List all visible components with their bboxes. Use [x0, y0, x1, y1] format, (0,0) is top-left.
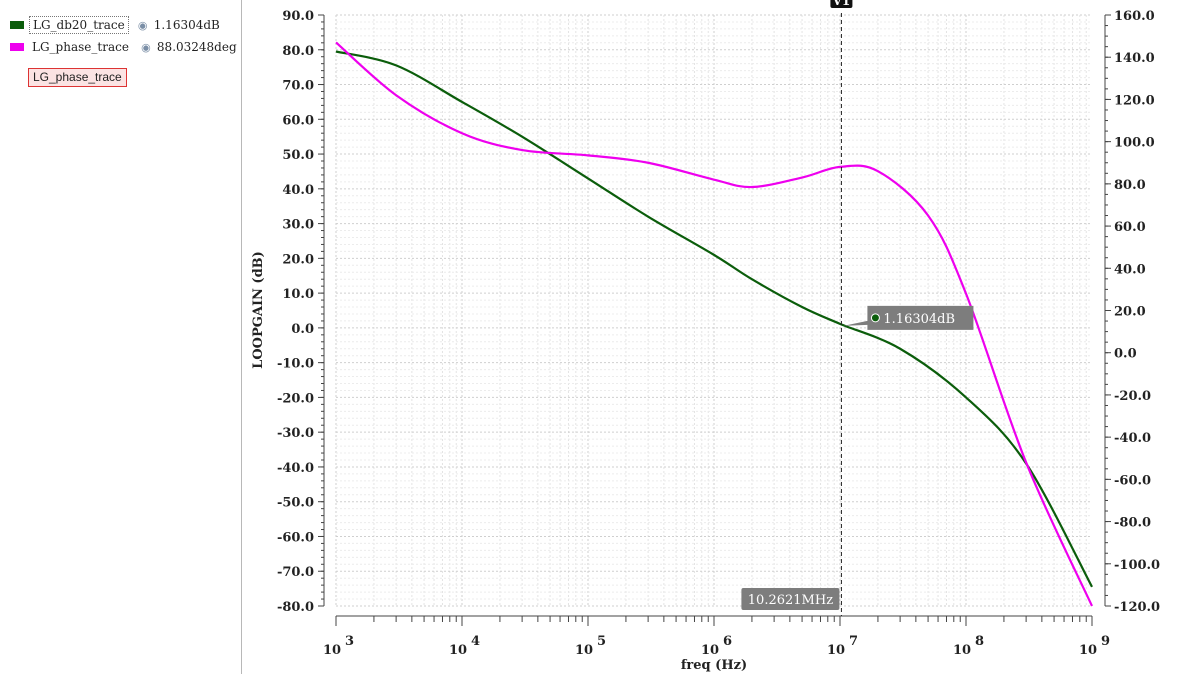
eye-icon[interactable]: ◉: [141, 40, 151, 54]
series-line-phase: [335, 41, 1093, 607]
legend-item-phase[interactable]: LG_phase_trace ◉ 88.03248deg: [0, 37, 237, 57]
right-tick-label: -120.0: [1114, 600, 1160, 615]
series-line-db20: [335, 50, 1093, 588]
db20-trace-value: 1.16304dB: [153, 18, 220, 32]
right-tick-label: 80.0: [1114, 178, 1146, 193]
x-tick-label: 10: [701, 643, 719, 658]
x-tick-exponent: 6: [723, 634, 732, 649]
right-tick-label: 60.0: [1114, 220, 1146, 235]
x-tick-exponent: 7: [849, 634, 858, 649]
left-tick-label: -20.0: [277, 391, 314, 406]
phase-trace-value: 88.03248deg: [156, 40, 237, 54]
db20-trace-name[interactable]: LG_db20_trace: [29, 16, 129, 34]
left-tick-label: 40.0: [282, 183, 314, 198]
cursor-y-readout: 1.16304dB: [883, 312, 955, 327]
cursor-point-marker: [870, 313, 880, 323]
left-tick-label: -30.0: [277, 426, 314, 441]
right-tick-label: 40.0: [1114, 262, 1146, 277]
right-tick-label: -60.0: [1114, 473, 1151, 488]
x-tick-exponent: 8: [975, 634, 984, 649]
left-tick-label: 10.0: [282, 287, 314, 302]
x-tick-label: 10: [449, 643, 467, 658]
eye-icon[interactable]: ◉: [137, 18, 148, 32]
cursor-x-readout-box: [741, 588, 840, 610]
left-tick-label: 50.0: [282, 148, 314, 163]
series-layer: [335, 41, 1093, 607]
left-tick-label: 20.0: [282, 252, 314, 267]
phase-color-swatch: [10, 43, 24, 51]
legend-panel: LG_db20_trace ◉ 1.16304dB LG_phase_trace…: [0, 0, 242, 674]
y-axis-title-left: LOOPGAIN (dB): [251, 251, 266, 369]
cursor-x-readout: 10.2621MHz: [748, 593, 833, 608]
x-tick-exponent: 9: [1101, 634, 1110, 649]
cursor-name-label: V1: [832, 0, 851, 8]
left-tick-label: -50.0: [277, 496, 314, 511]
right-tick-label: 20.0: [1114, 305, 1146, 320]
left-tick-label: 70.0: [282, 79, 314, 94]
left-tick-label: 60.0: [282, 113, 314, 128]
left-tick-label: -70.0: [277, 565, 314, 580]
db20-color-swatch: [10, 21, 24, 29]
x-tick-label: 10: [1079, 643, 1097, 658]
selected-trace-tag[interactable]: LG_phase_trace: [28, 68, 127, 87]
left-tick-label: -10.0: [277, 357, 314, 372]
right-tick-label: -20.0: [1114, 389, 1151, 404]
left-tick-label: -40.0: [277, 461, 314, 476]
left-tick-label: -60.0: [277, 530, 314, 545]
x-tick-exponent: 3: [345, 634, 354, 649]
right-tick-label: -100.0: [1114, 558, 1160, 573]
grid: [335, 14, 1092, 607]
phase-trace-name[interactable]: LG_phase_trace: [32, 40, 129, 54]
right-tick-label: 0.0: [1114, 347, 1137, 362]
x-tick-label: 10: [323, 643, 341, 658]
right-tick-label: 120.0: [1114, 93, 1155, 108]
tick-labels: 90.080.070.060.050.040.030.020.010.00.0-…: [251, 9, 1179, 673]
left-tick-label: -80.0: [277, 600, 314, 615]
x-axis-title: freq (Hz): [681, 658, 747, 673]
cursor-flag: [830, 0, 853, 8]
right-tick-label: -80.0: [1114, 516, 1151, 531]
x-tick-label: 10: [827, 643, 845, 658]
right-tick-label: -40.0: [1114, 431, 1151, 446]
x-tick-exponent: 4: [471, 634, 480, 649]
x-tick-label: 10: [953, 643, 971, 658]
axes: [318, 14, 1111, 626]
cursor-y-readout-box: [843, 305, 974, 330]
right-tick-label: 100.0: [1114, 136, 1155, 151]
left-tick-label: 90.0: [282, 9, 314, 24]
cursor-layer[interactable]: V1 10.2621MHz 1.16304dB: [741, 0, 974, 616]
x-tick-exponent: 5: [597, 634, 606, 649]
left-tick-label: 80.0: [282, 44, 314, 59]
left-tick-label: 30.0: [282, 218, 314, 233]
right-tick-label: 140.0: [1114, 51, 1155, 66]
right-tick-label: 160.0: [1114, 9, 1155, 24]
left-tick-label: 0.0: [291, 322, 314, 337]
legend-item-db20[interactable]: LG_db20_trace ◉ 1.16304dB: [0, 15, 220, 35]
x-tick-label: 10: [575, 643, 593, 658]
